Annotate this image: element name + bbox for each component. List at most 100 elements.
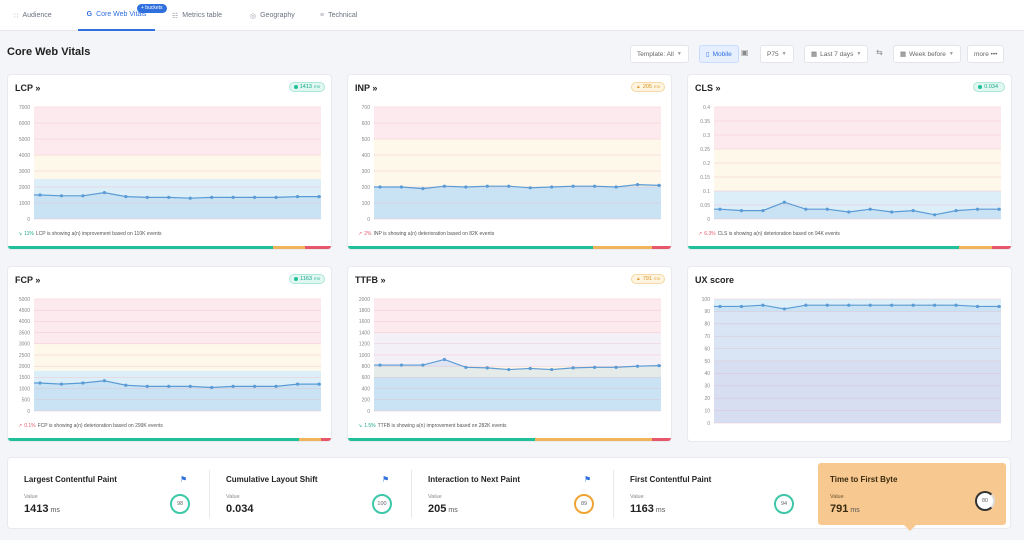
distribution-segment (8, 246, 273, 249)
tab-technical[interactable]: ≡ Technical (320, 0, 357, 31)
data-point (124, 383, 128, 387)
data-point (59, 382, 64, 386)
ttfb-card: TTFB » ▲ 791 ms 0 200 400 600 800 1000 1200 1400 160… (347, 266, 672, 442)
card-title[interactable]: FCP » (15, 275, 41, 285)
tab-geography[interactable]: ◎ Geography (250, 0, 295, 31)
distribution-bar (8, 438, 331, 441)
data-point (317, 382, 321, 386)
data-point (295, 195, 300, 199)
trend-arrow-icon: ↘ (18, 231, 23, 237)
data-point (954, 209, 958, 213)
data-point (485, 184, 489, 188)
y-tick-label: 100 (702, 297, 711, 303)
template-label: Template: All (637, 50, 674, 58)
trend-text: INP is showing a(n) deterioration based … (373, 231, 495, 237)
card-title[interactable]: INP » (355, 83, 378, 93)
summary-lcp[interactable]: Largest Contentful Paint ⚑ Value 1413 ms … (8, 458, 208, 530)
bookmark-icon[interactable]: ⚑ (180, 475, 188, 484)
data-point (167, 384, 171, 388)
trend-text: FCP is showing a(n) deterioration based … (37, 423, 163, 429)
threshold-band (34, 343, 321, 371)
users-icon: ∷ (14, 12, 19, 20)
status-dot-icon (294, 277, 299, 281)
value-unit: ms (448, 507, 458, 514)
data-point (635, 364, 640, 368)
y-tick-label: 600 (362, 121, 371, 127)
distribution-bar (688, 246, 1011, 249)
pill-value: 1413 (299, 84, 312, 90)
tab-metrics-table[interactable]: ☷ Metrics table (172, 0, 222, 31)
score-ring: 100 (372, 494, 392, 514)
desktop-icon[interactable]: ▣ (741, 48, 749, 57)
summary-ttfb[interactable]: Time to First Byte Value 791 ms 80 (818, 463, 1006, 531)
score-ring: 80 (975, 491, 995, 511)
metric-status-pill: ▲ 791 ms (630, 274, 665, 284)
compare-select[interactable]: ▦ Week before ▼ (893, 45, 961, 63)
bookmark-icon[interactable]: ⚑ (584, 475, 592, 484)
compare-swap-icon[interactable]: ⇆ (876, 48, 883, 57)
card-title[interactable]: TTFB » (355, 275, 386, 285)
pill-value: 205 (642, 84, 652, 90)
card-title[interactable]: LCP » (15, 83, 41, 93)
distribution-segment (298, 438, 322, 441)
divider (209, 470, 210, 518)
data-point (442, 357, 446, 362)
data-point (550, 367, 554, 372)
data-point (442, 184, 446, 188)
score-ring: 98 (170, 494, 190, 514)
data-point (167, 195, 171, 199)
calendar-icon: ▦ (900, 51, 907, 58)
y-tick-label: 0.15 (700, 175, 710, 181)
data-point (59, 194, 64, 198)
trend-change: 0.1% (24, 423, 36, 429)
threshold-band (714, 149, 1001, 191)
pill-unit: ms (654, 84, 660, 89)
percentile-select[interactable]: P75 ▼ (760, 45, 794, 63)
data-point (81, 381, 85, 385)
data-point (975, 207, 980, 211)
distribution-segment (8, 438, 299, 441)
y-tick-label: 0.4 (703, 105, 710, 111)
distribution-segment (593, 246, 652, 249)
summary-cls[interactable]: Cumulative Layout Shift ⚑ Value 0.034 10… (210, 458, 410, 530)
series-line (714, 304, 1001, 310)
threshold-band (374, 139, 661, 187)
y-tick-label: 20 (704, 396, 710, 402)
trend-change: 1.5% (364, 423, 376, 429)
tab-core-web-vitals[interactable]: G Core Web Vitals (78, 0, 155, 31)
series-line (374, 358, 661, 371)
series-line (34, 380, 321, 389)
more-button[interactable]: more ••• (967, 45, 1005, 63)
data-point (274, 384, 278, 388)
compare-label: Week before (909, 50, 946, 58)
divider (613, 470, 614, 518)
data-point (593, 365, 597, 369)
buckets-badge[interactable]: + buckets (137, 4, 167, 13)
card-title: UX score (695, 275, 735, 285)
summary-fcp[interactable]: First Contentful Paint Value 1163 ms 94 (614, 458, 814, 530)
y-tick-label: 0 (367, 409, 370, 415)
bookmark-icon[interactable]: ⚑ (382, 475, 390, 484)
period-select[interactable]: ▦ Last 7 days ▼ (804, 45, 869, 63)
mobile-toggle[interactable]: ▯ Mobile (699, 45, 739, 63)
data-point (399, 185, 404, 189)
y-tick-label: 30 (704, 384, 710, 390)
y-tick-label: 1400 (359, 330, 370, 336)
y-tick-label: 0 (367, 217, 370, 223)
summary-inp[interactable]: Interaction to Next Paint ⚑ Value 205 ms … (412, 458, 612, 530)
bars-icon: ≡ (320, 12, 325, 19)
tab-audience[interactable]: ∷ Audience (14, 0, 52, 31)
warning-triangle-icon: ▲ (635, 84, 641, 90)
data-point (997, 207, 1001, 211)
y-tick-label: 7000 (19, 105, 30, 111)
data-point (210, 195, 214, 199)
data-point (635, 183, 640, 187)
inp-card: INP » ▲ 205 ms 0 100 200 300 400 500 600 700 ↗ 2% INP … (347, 74, 672, 250)
trend-change: 6.3% (704, 231, 716, 237)
y-tick-label: 4000 (19, 319, 30, 325)
template-select[interactable]: Template: All ▼ (630, 45, 689, 63)
threshold-band (374, 366, 661, 378)
score-ring: 94 (774, 494, 794, 514)
y-tick-label: 2000 (359, 297, 370, 303)
card-title[interactable]: CLS » (695, 83, 721, 93)
